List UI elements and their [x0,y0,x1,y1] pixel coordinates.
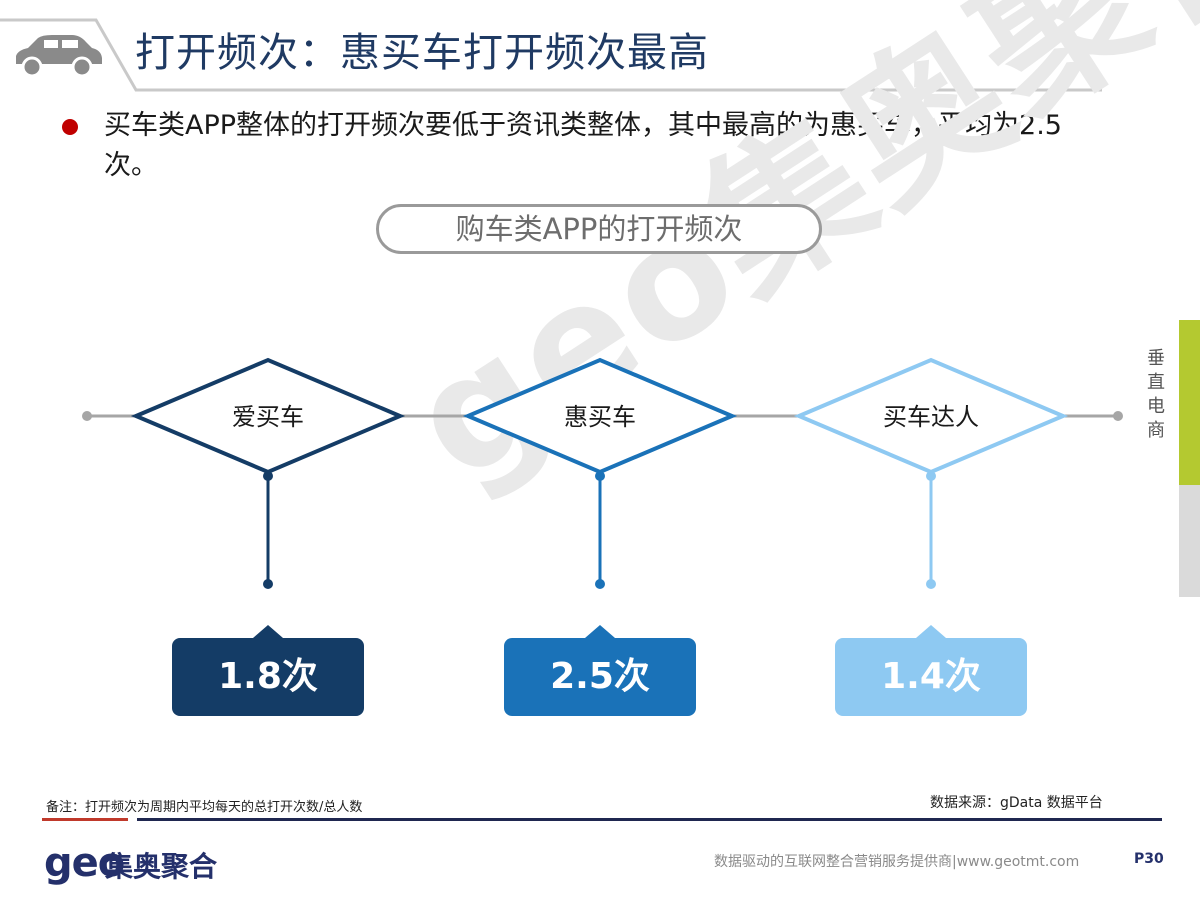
stem-top-dot [926,471,936,481]
diamond-node [793,357,1069,475]
page-title: 打开频次：惠买车打开频次最高 [135,30,709,76]
diamond-node [462,357,738,475]
side-tab-label: 垂直电商 [1147,348,1165,441]
side-tab-active [1179,320,1200,485]
car-icon [16,35,102,78]
node-label: 惠买车 [564,403,636,431]
stem-top-dot [595,471,605,481]
stem-top-dot [263,471,273,481]
side-tab-inactive [1179,485,1200,597]
stem-bottom-dot [595,579,605,589]
logo-latin: geo [44,840,125,886]
stem-bottom-dot [263,579,273,589]
logo-chinese: 集奥聚合 [105,850,218,883]
frequency-diagram: 爱买车 惠买车 买车达人 [82,357,1123,589]
value-box: 1.8次 [172,625,364,716]
header-frame [0,18,1102,92]
diamond-node [130,357,406,475]
footer-accent-line [42,818,128,821]
chart-title: 购车类APP的打开频次 [376,204,822,254]
bullet-dot [62,119,78,135]
page-number: P30 [1134,851,1164,867]
value-box: 2.5次 [504,625,696,716]
connector-start-dot [82,411,92,421]
node-label: 买车达人 [883,403,979,431]
footnote: 备注：打开频次为周期内平均每天的总打开次数/总人数 [46,800,363,815]
tagline: 数据驱动的互联网整合营销服务提供商|www.geotmt.com [714,854,1080,870]
bullet-text: 买车类APP整体的打开频次要低于资讯类整体，其中最高的为惠买车，平均为2.5次。 [104,110,1062,181]
stem-bottom-dot [926,579,936,589]
value-box: 1.4次 [835,625,1027,716]
node-label: 爱买车 [232,403,304,431]
connector-end-dot [1113,411,1123,421]
footer-line [137,818,1162,821]
data-source: 数据来源：gData 数据平台 [930,795,1103,811]
